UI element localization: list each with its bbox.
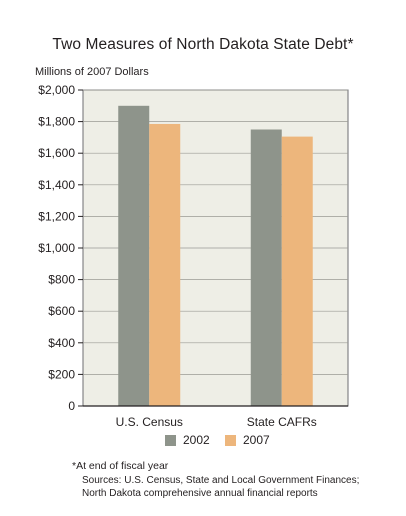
legend-item-2002: 2002 bbox=[165, 433, 210, 447]
y-tick-label: $1,000 bbox=[38, 241, 75, 255]
y-tick-label: $1,400 bbox=[38, 178, 75, 192]
legend: 2002 2007 bbox=[0, 433, 406, 449]
y-tick-label: $600 bbox=[48, 304, 75, 318]
footnote: *At end of fiscal year bbox=[72, 460, 169, 472]
legend-label-2002: 2002 bbox=[183, 433, 210, 447]
x-tick-label: State CAFRs bbox=[247, 415, 317, 429]
bar-2007 bbox=[281, 136, 313, 407]
y-axis-label: Millions of 2007 Dollars bbox=[35, 66, 149, 78]
legend-item-2007: 2007 bbox=[225, 433, 270, 447]
y-tick-label: 0 bbox=[68, 399, 75, 413]
y-tick-label: $800 bbox=[48, 273, 75, 287]
sources-note: Sources: U.S. Census, State and Local Go… bbox=[82, 475, 360, 499]
bar-2002 bbox=[118, 105, 150, 407]
y-tick-label: $1,600 bbox=[38, 146, 75, 160]
legend-swatch-2002 bbox=[165, 434, 176, 446]
legend-label-2007: 2007 bbox=[243, 433, 270, 447]
x-tick-label: U.S. Census bbox=[116, 415, 183, 429]
chart-title: Two Measures of North Dakota State Debt* bbox=[52, 36, 354, 53]
y-tick-label: $1,200 bbox=[38, 209, 75, 223]
y-tick-label: $2,000 bbox=[38, 83, 75, 97]
y-tick-label: $200 bbox=[48, 367, 75, 381]
bar-2002 bbox=[250, 129, 282, 406]
bar-2007 bbox=[149, 123, 181, 406]
legend-swatch-2007 bbox=[225, 434, 236, 446]
y-tick-label: $1,800 bbox=[38, 115, 75, 129]
plot-area: 0 $200 $400 $600 $800 $1,000 $1,200 $1,400 $1,60… bbox=[38, 83, 349, 429]
y-tick-label: $400 bbox=[48, 336, 75, 350]
